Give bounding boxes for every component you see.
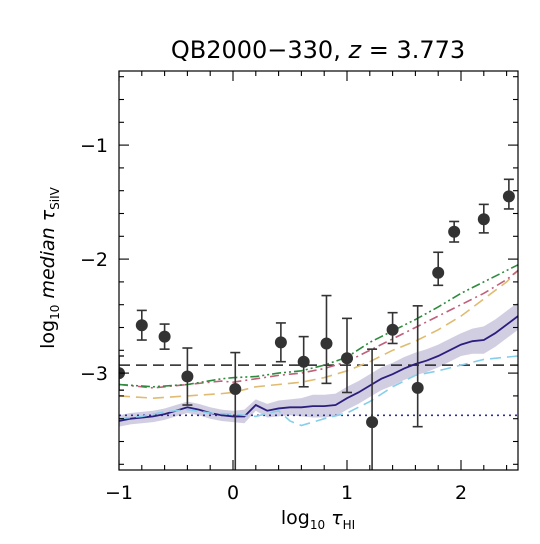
x-tick-label: 2 bbox=[455, 482, 467, 504]
observed-point bbox=[477, 203, 490, 234]
series-5-line bbox=[119, 269, 518, 399]
series-layer bbox=[119, 264, 518, 427]
observed-point bbox=[158, 323, 171, 350]
observed-point bbox=[135, 309, 148, 341]
data-point bbox=[448, 225, 461, 238]
y-axis-label: log10 median τSiIV bbox=[37, 186, 62, 348]
data-point bbox=[432, 266, 445, 279]
observed-point bbox=[341, 317, 353, 394]
series-6-line bbox=[119, 269, 518, 389]
observed-point bbox=[386, 311, 399, 345]
observed-point bbox=[411, 305, 424, 428]
shaded-band-layer bbox=[119, 302, 518, 427]
chart-title-var: z bbox=[347, 36, 362, 64]
y-axis-label-sub1: 10 bbox=[48, 305, 62, 320]
y-tick-label: −3 bbox=[80, 363, 108, 385]
x-axis-label-mid: τ bbox=[325, 507, 343, 529]
data-point bbox=[386, 323, 399, 336]
data-point bbox=[274, 336, 287, 349]
x-axis-label-sub2: HI bbox=[343, 518, 356, 532]
observed-point bbox=[320, 294, 333, 385]
data-point bbox=[502, 190, 515, 203]
series-3-line bbox=[119, 315, 518, 422]
ticks-layer: −1 0 1 2 −3 −2 −1 bbox=[80, 71, 518, 504]
data-point bbox=[181, 370, 194, 383]
observed-point bbox=[502, 178, 515, 210]
data-point bbox=[341, 352, 353, 365]
data-point bbox=[477, 213, 490, 226]
observed-point bbox=[297, 335, 310, 388]
plot-frame bbox=[118, 70, 519, 471]
data-point bbox=[320, 337, 333, 350]
x-tick-label: −1 bbox=[105, 482, 133, 504]
y-tick-label: −1 bbox=[80, 135, 108, 157]
x-tick-label: 1 bbox=[341, 482, 353, 504]
y-axis-label-sub2: SiIV bbox=[48, 186, 62, 209]
y-axis-label-mid: median τ bbox=[37, 209, 59, 304]
x-axis-label: log10 τHI bbox=[281, 507, 355, 532]
data-point bbox=[158, 330, 171, 343]
observed-point bbox=[432, 251, 445, 287]
x-tick-label: 0 bbox=[227, 482, 239, 504]
chart-title-name: QB2000−330, bbox=[171, 36, 349, 64]
chart-title: QB2000−330, z = 3.773 bbox=[171, 36, 465, 64]
data-point bbox=[366, 416, 379, 429]
observed-point bbox=[274, 322, 287, 363]
observed-point bbox=[366, 348, 379, 470]
series-4-line bbox=[119, 355, 518, 427]
series-7-line bbox=[119, 264, 518, 388]
data-point bbox=[411, 381, 424, 394]
observed-points-layer bbox=[119, 178, 515, 470]
y-tick-label: −2 bbox=[80, 249, 108, 271]
data-point bbox=[135, 319, 148, 332]
observed-point bbox=[181, 347, 194, 406]
observed-point bbox=[229, 351, 242, 470]
observed-point bbox=[448, 220, 461, 243]
x-axis-label-sub1: 10 bbox=[310, 518, 325, 532]
data-point bbox=[297, 355, 310, 368]
series-3-band bbox=[119, 302, 518, 427]
data-point bbox=[229, 383, 242, 396]
chart-title-rest: = 3.773 bbox=[361, 36, 465, 64]
x-axis-label-pre: log bbox=[281, 507, 310, 529]
y-axis-label-pre: log bbox=[37, 320, 59, 349]
